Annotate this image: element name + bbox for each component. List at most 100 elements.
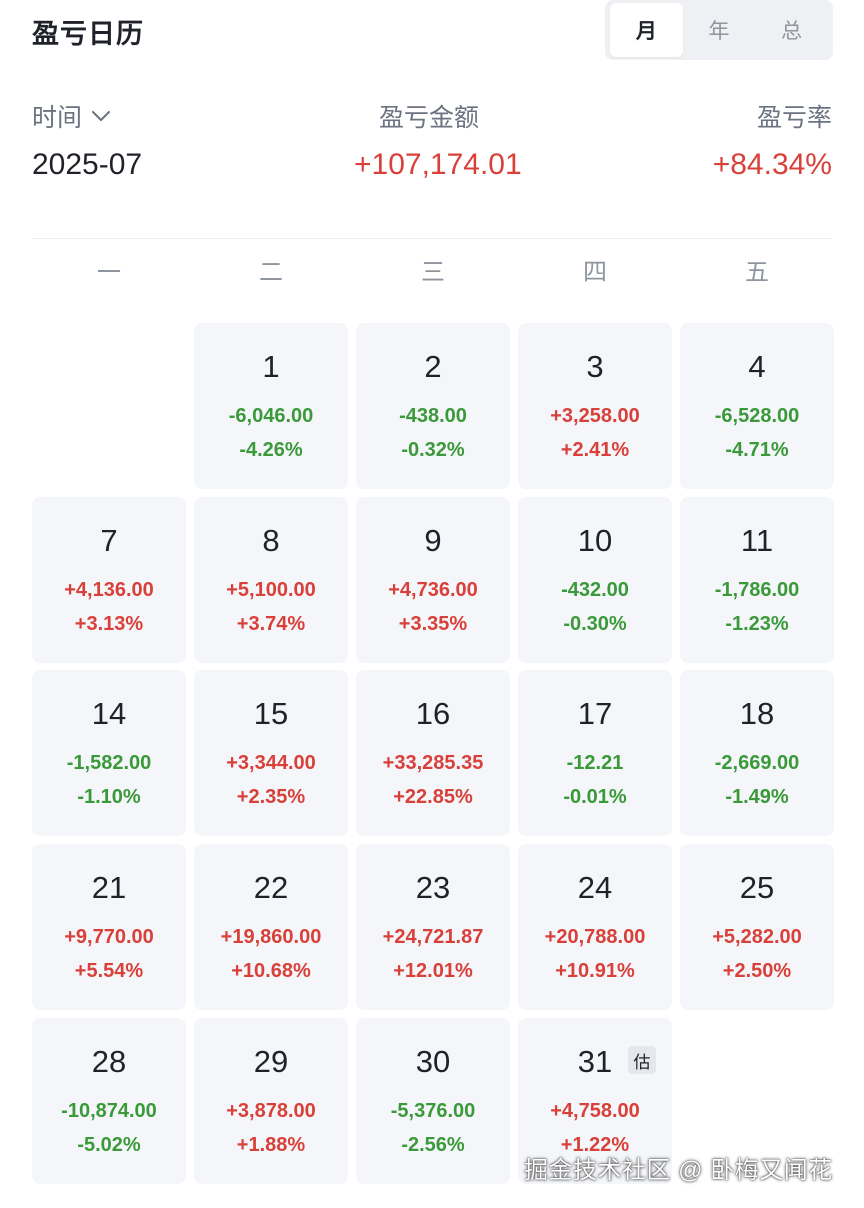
day-amount: +24,721.87 (382, 926, 484, 948)
weekday-mon: 一 (97, 259, 121, 286)
day-number: 21 (91, 870, 127, 905)
day-number: 22 (253, 870, 289, 905)
day-amount: -6,528.00 (714, 405, 800, 427)
amount-label: 盈亏金额 (379, 104, 480, 132)
day-amount: -2,669.00 (714, 752, 800, 774)
day-cell[interactable]: 22 +19,860.00 +10.68% (194, 844, 348, 1010)
day-number: 30 (415, 1044, 451, 1079)
day-rate: +3.35% (398, 613, 468, 635)
day-rate: +10.68% (231, 960, 311, 982)
day-amount: +20,788.00 (544, 926, 646, 948)
day-rate: +5.54% (74, 960, 144, 982)
day-rate: -0.30% (563, 613, 627, 635)
day-number: 10 (577, 523, 613, 558)
day-cell[interactable]: 14 -1,582.00 -1.10% (32, 670, 186, 836)
day-amount: +3,878.00 (226, 1100, 316, 1122)
tab-month[interactable]: 月 (610, 3, 683, 57)
day-number: 28 (91, 1044, 127, 1079)
day-rate: -5.02% (77, 1134, 141, 1156)
day-cell[interactable]: 18 -2,669.00 -1.49% (680, 670, 834, 836)
day-rate: +2.50% (722, 960, 792, 982)
time-selector[interactable]: 时间 (32, 98, 112, 134)
day-amount: +33,285.35 (382, 752, 484, 774)
day-cell[interactable]: 1 -6,046.00 -4.26% (194, 323, 348, 489)
day-number: 17 (577, 696, 613, 731)
day-amount: -1,786.00 (714, 579, 800, 601)
day-rate: +22.85% (393, 786, 473, 808)
day-number: 3 (586, 349, 604, 384)
day-cell[interactable]: 8 +5,100.00 +3.74% (194, 497, 348, 663)
day-amount: -6,046.00 (228, 405, 314, 427)
day-rate: +2.35% (236, 786, 306, 808)
day-number: 9 (424, 523, 442, 558)
day-number: 24 (577, 870, 613, 905)
day-cell[interactable]: 11 -1,786.00 -1.23% (680, 497, 834, 663)
day-cell[interactable]: 7 +4,136.00 +3.13% (32, 497, 186, 663)
day-number: 11 (740, 523, 774, 558)
day-number: 16 (415, 696, 451, 731)
day-cell[interactable]: 31 估 +4,758.00 +1.22% (518, 1018, 672, 1184)
day-number: 14 (91, 696, 127, 731)
day-amount: +4,136.00 (64, 579, 154, 601)
day-cell[interactable]: 4 -6,528.00 -4.71% (680, 323, 834, 489)
day-cell[interactable]: 3 +3,258.00 +2.41% (518, 323, 672, 489)
day-cell[interactable]: 10 -432.00 -0.30% (518, 497, 672, 663)
divider (32, 238, 832, 239)
day-number: 2 (424, 349, 442, 384)
day-amount: +5,282.00 (712, 926, 802, 948)
day-rate: -0.01% (563, 786, 627, 808)
day-cell[interactable]: 28 -10,874.00 -5.02% (32, 1018, 186, 1184)
day-cell[interactable]: 16 +33,285.35 +22.85% (356, 670, 510, 836)
time-label: 时间 (32, 104, 83, 132)
day-amount: -1,582.00 (66, 752, 152, 774)
weekday-fri: 五 (745, 259, 769, 286)
day-cell[interactable]: 29 +3,878.00 +1.88% (194, 1018, 348, 1184)
page-title: 盈亏日历 (32, 19, 144, 49)
day-number: 1 (262, 349, 280, 384)
day-number: 29 (253, 1044, 289, 1079)
day-rate: -2.56% (401, 1134, 465, 1156)
day-number: 23 (415, 870, 451, 905)
day-rate: +10.91% (555, 960, 635, 982)
day-amount: -438.00 (399, 405, 467, 427)
day-amount: +3,258.00 (550, 405, 640, 427)
rate-value: +84.34% (712, 148, 832, 181)
day-rate: -1.49% (725, 786, 789, 808)
day-cell[interactable]: 2 -438.00 -0.32% (356, 323, 510, 489)
day-number: 4 (748, 349, 766, 384)
day-number: 7 (100, 523, 118, 558)
day-number: 25 (739, 870, 775, 905)
day-rate: +1.88% (236, 1134, 306, 1156)
weekday-thu: 四 (583, 259, 607, 286)
day-cell[interactable]: 15 +3,344.00 +2.35% (194, 670, 348, 836)
day-rate: -0.32% (401, 439, 465, 461)
weekday-tue: 二 (259, 259, 283, 286)
day-amount: +3,344.00 (226, 752, 316, 774)
day-amount: +4,736.00 (388, 579, 478, 601)
day-rate: +1.22% (560, 1134, 630, 1156)
day-rate: +12.01% (393, 960, 473, 982)
day-cell[interactable]: 17 -12.21 -0.01% (518, 670, 672, 836)
day-cell[interactable]: 23 +24,721.87 +12.01% (356, 844, 510, 1010)
tab-total[interactable]: 总 (781, 20, 803, 43)
day-cell[interactable]: 25 +5,282.00 +2.50% (680, 844, 834, 1010)
watermark: 掘金技术社区 @ 卧梅又闻花 (524, 1157, 833, 1184)
period-segmented-control: 月 年 总 (605, 0, 833, 60)
tab-year[interactable]: 年 (708, 20, 730, 43)
day-amount: -10,874.00 (61, 1100, 157, 1122)
day-amount: -5,376.00 (390, 1100, 476, 1122)
day-rate: -1.23% (725, 613, 789, 635)
day-rate: +3.74% (236, 613, 306, 635)
day-cell[interactable]: 30 -5,376.00 -2.56% (356, 1018, 510, 1184)
day-amount: -432.00 (561, 579, 629, 601)
day-cell[interactable]: 9 +4,736.00 +3.35% (356, 497, 510, 663)
time-value: 2025-07 (32, 148, 143, 181)
day-cell[interactable]: 21 +9,770.00 +5.54% (32, 844, 186, 1010)
day-number: 15 (253, 696, 289, 731)
day-rate: -4.71% (725, 439, 789, 461)
day-amount: +4,758.00 (550, 1100, 640, 1122)
amount-value: +107,174.01 (354, 148, 522, 181)
chevron-down-icon (92, 111, 111, 121)
day-cell[interactable]: 24 +20,788.00 +10.91% (518, 844, 672, 1010)
